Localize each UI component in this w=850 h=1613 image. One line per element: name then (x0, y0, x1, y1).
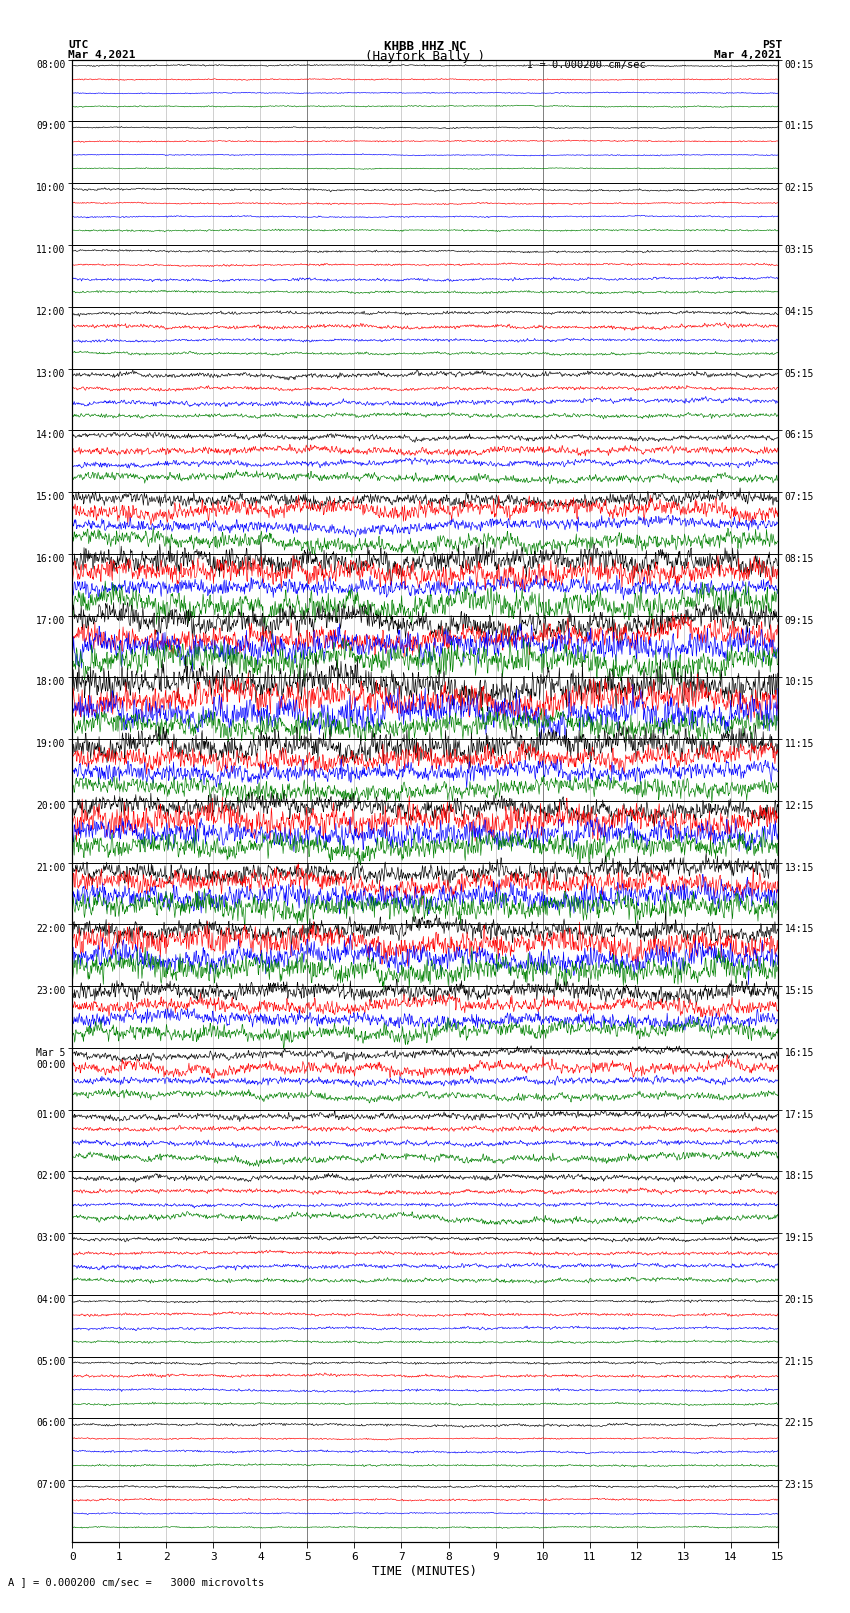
Text: PST: PST (762, 39, 782, 50)
Text: UTC: UTC (68, 39, 88, 50)
Text: I = 0.000200 cm/sec: I = 0.000200 cm/sec (527, 60, 646, 69)
Text: Mar 4,2021: Mar 4,2021 (715, 50, 782, 60)
Text: (Hayfork Bally ): (Hayfork Bally ) (365, 50, 485, 63)
X-axis label: TIME (MINUTES): TIME (MINUTES) (372, 1565, 478, 1578)
Text: Mar 4,2021: Mar 4,2021 (68, 50, 135, 60)
Text: KHBB HHZ NC: KHBB HHZ NC (383, 39, 467, 53)
Text: A ] = 0.000200 cm/sec =   3000 microvolts: A ] = 0.000200 cm/sec = 3000 microvolts (8, 1578, 264, 1587)
